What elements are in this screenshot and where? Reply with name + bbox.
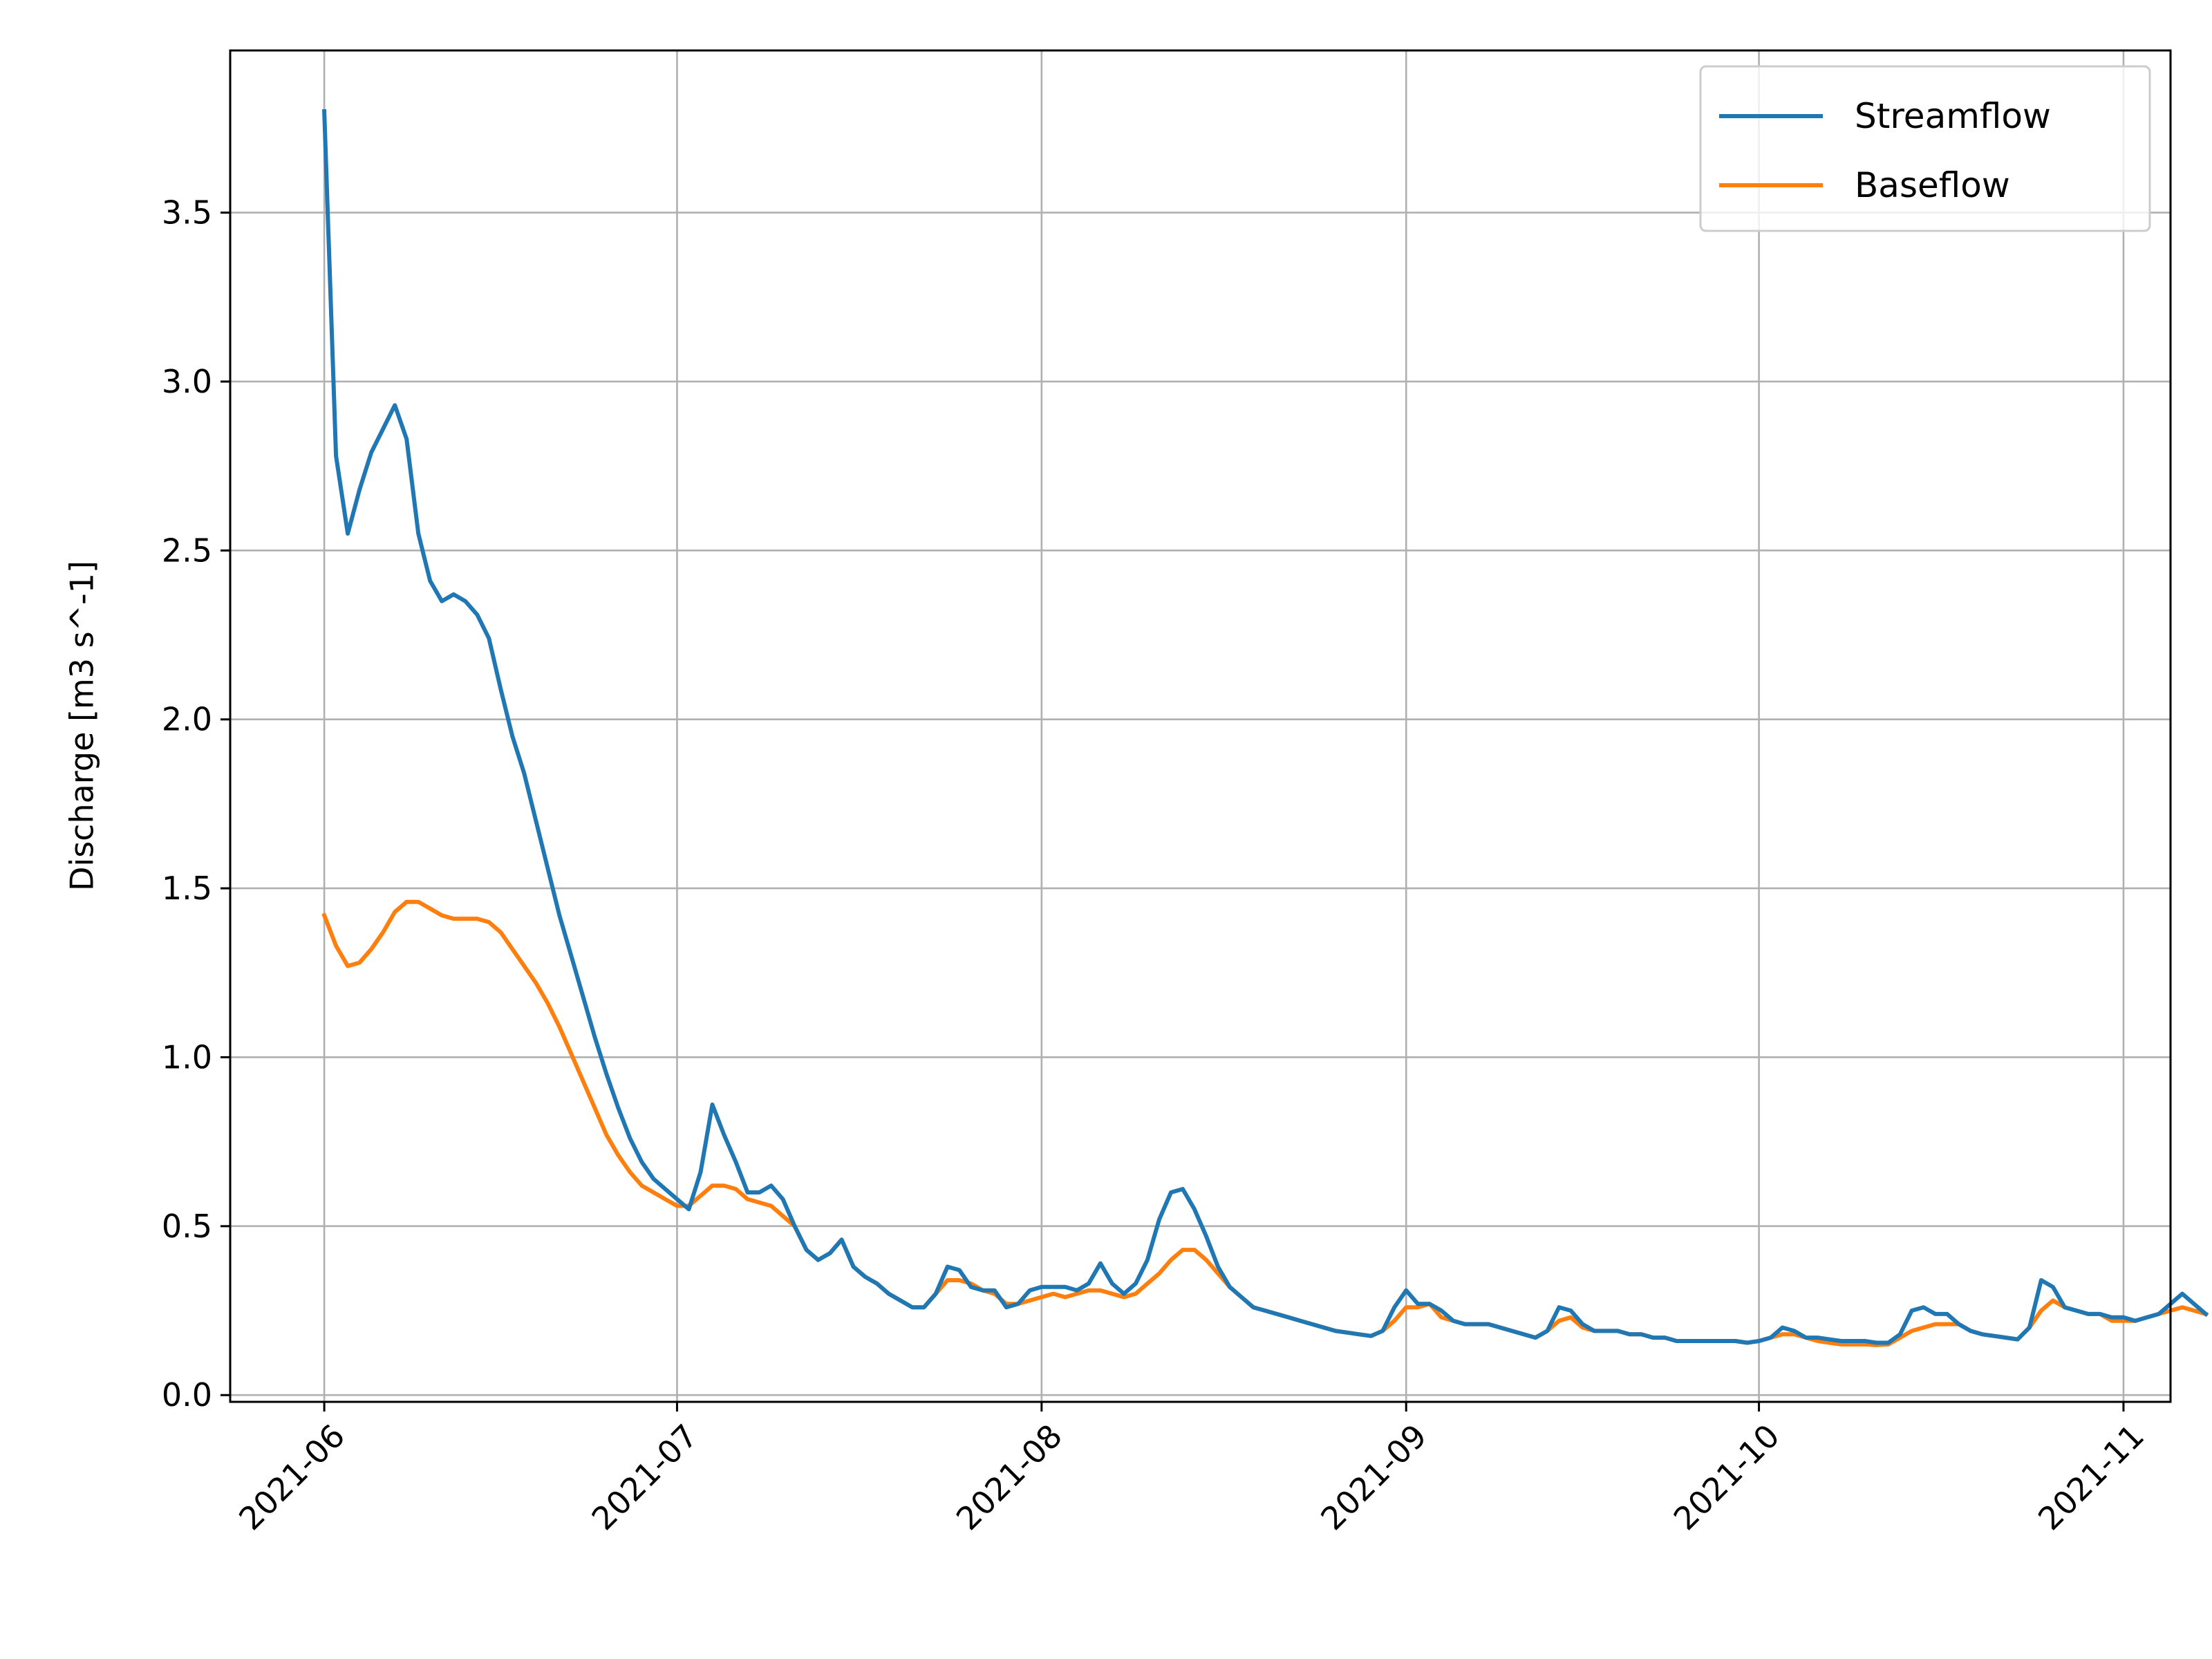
- legend-box: [1699, 65, 2151, 232]
- y-tick-label: 1.5: [162, 870, 212, 907]
- y-axis: 0.0 0.5 1.0 1.5 2.0 2.5 3.0 3.5: [162, 194, 230, 1414]
- plot-frame: [229, 49, 2172, 1403]
- grid: [230, 50, 2171, 1402]
- y-tick-label: 2.0: [162, 701, 212, 738]
- y-axis-label: Discharge [m3 s^-1]: [64, 561, 101, 891]
- y-tick-label: 1.0: [162, 1038, 212, 1076]
- y-tick-label: 3.5: [162, 194, 212, 232]
- legend-label-streamflow: Streamflow: [1855, 96, 2051, 136]
- legend-label-baseflow: Baseflow: [1855, 165, 2010, 205]
- y-tick-label: 0.5: [162, 1208, 212, 1245]
- series-group: [321, 109, 2209, 1347]
- y-tick-label: 2.5: [162, 532, 212, 569]
- y-tick-label: 0.0: [162, 1376, 212, 1414]
- y-tick-label: 3.0: [162, 363, 212, 400]
- legend: Streamflow Baseflow: [1699, 65, 2151, 232]
- series-line-streamflow: [321, 109, 2209, 1345]
